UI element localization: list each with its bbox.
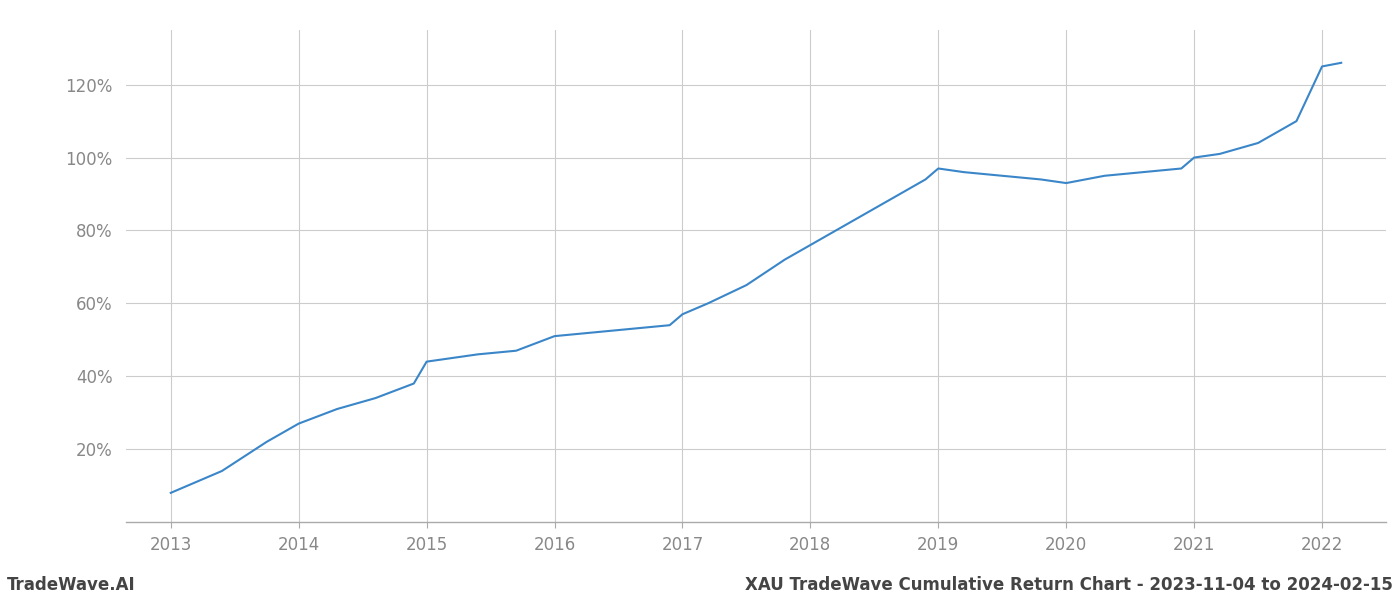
Text: TradeWave.AI: TradeWave.AI xyxy=(7,576,136,594)
Text: XAU TradeWave Cumulative Return Chart - 2023-11-04 to 2024-02-15: XAU TradeWave Cumulative Return Chart - … xyxy=(745,576,1393,594)
